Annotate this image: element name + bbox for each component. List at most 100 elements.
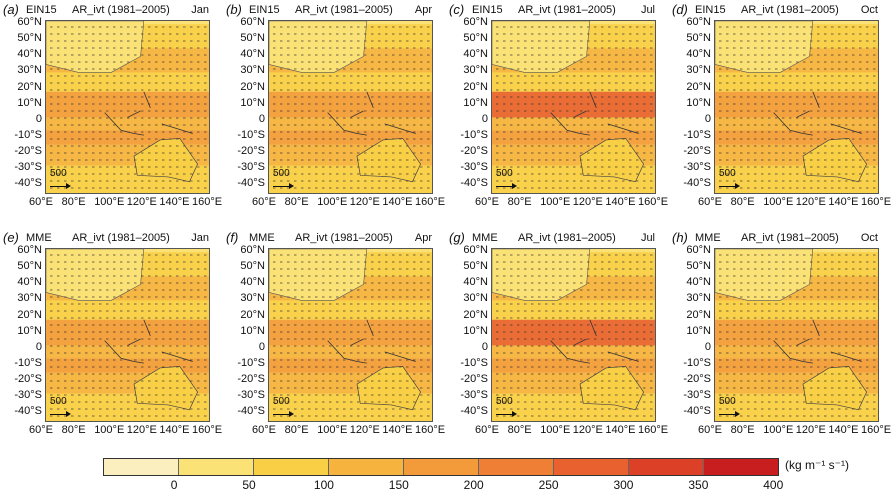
x-tick-label: 120°E [349,196,380,208]
ivt-band [492,345,655,359]
y-tick-label: 0 [704,112,711,125]
australia-outline [356,137,421,183]
y-tick-label: -30°S [14,160,42,173]
y-tick-label: -20°S [237,144,265,157]
panel-month: Apr [414,232,432,244]
panel-label: (h) [672,230,688,245]
y-tick-label: 0 [35,112,42,125]
y-tick-label: 20°N [686,308,711,321]
x-tick-label: 100°E [317,196,348,208]
ivt-band [715,130,878,145]
y-tick-label: -40°S [237,404,265,417]
x-tick-label: 60°E [252,424,276,436]
x-tick-label: 140°E [828,424,859,436]
panel-source: EIN15 [249,4,280,16]
panel-title: AR_ivt (1981–2005) [72,232,170,244]
reference-vector-arrow [273,183,294,189]
panel-label: (b) [226,2,242,17]
y-tick-label: 60°N [17,16,42,29]
y-tick-label: 10°N [17,96,42,109]
y-tick-label: 0 [481,112,488,125]
y-tick-label: 30°N [686,64,711,77]
ivt-band [715,358,878,373]
x-tick-label: 140°E [382,196,413,208]
asia-landmass [269,249,368,301]
y-tick-label: -10°S [460,128,488,141]
colorbar-tick-label: 0 [170,478,178,492]
y-tick-label: -10°S [14,356,42,369]
ivt-map: 500 [714,248,879,422]
y-tick-label: 30°N [17,64,42,77]
y-tick-label: 60°N [240,244,265,257]
panel-title: AR_ivt (1981–2005) [518,232,616,244]
y-tick-label: 50°N [17,260,42,273]
reference-vector-arrow [50,183,71,189]
panel-title: AR_ivt (1981–2005) [72,4,170,16]
y-tick-label: -20°S [683,372,711,385]
asia-landmass [492,21,591,73]
x-tick-label: 140°E [605,424,636,436]
ivt-band [269,91,432,118]
australia-outline [579,365,644,411]
colorbar-segment [479,459,554,475]
y-tick-label: -40°S [683,176,711,189]
y-tick-label: 30°N [17,292,42,305]
ivt-band [46,117,209,131]
x-tick-label: 120°E [572,424,603,436]
panel-label: (e) [3,230,19,245]
x-tick-label: 80°E [61,424,86,436]
y-tick-label: -30°S [683,160,711,173]
ivt-map: 500 [491,20,656,194]
colorbar-segment [629,459,704,475]
panel-label: (f) [226,230,239,245]
x-tick-label: 100°E [763,424,794,436]
x-tick-label: 80°E [507,196,532,208]
map-panel: (c) EIN15 AR_ivt (1981–2005) Jul 60°N 50°N 40°… [446,0,669,226]
ivt-band [269,72,432,92]
colorbar-tick-label: 350 [688,478,709,492]
ivt-band [492,91,655,118]
x-tick-label: 120°E [795,424,826,436]
australia-outline [802,137,867,183]
y-tick-label: 60°N [686,244,711,257]
x-tick-label: 120°E [126,424,157,436]
reference-vector-arrow [496,183,517,189]
asia-landmass [492,249,591,301]
panel-month: Oct [860,4,878,16]
asia-landmass [269,21,368,73]
y-tick-label: 30°N [240,64,265,77]
map-panel: (d) EIN15 AR_ivt (1981–2005) Oct 60°N 50°N 40°… [669,0,892,226]
ivt-band [492,319,655,346]
x-tick-label: 80°E [61,196,86,208]
y-tick-label: -30°S [683,388,711,401]
y-tick-label: 10°N [17,324,42,337]
x-tick-label: 160°E [415,196,446,208]
asia-landmass [715,249,814,301]
panel-source: MME [695,232,721,244]
y-tick-label: 50°N [686,260,711,273]
ivt-map: 500 [45,20,210,194]
y-tick-label: 10°N [240,96,265,109]
panel-source: EIN15 [695,4,726,16]
colorbar-unit: (kg m⁻¹ s⁻¹) [785,458,849,472]
y-tick-label: -30°S [237,160,265,173]
reference-vector-label: 500 [50,396,67,407]
x-tick-label: 140°E [159,424,190,436]
y-tick-label: 10°N [240,324,265,337]
ivt-map: 500 [268,20,433,194]
y-tick-label: -30°S [460,388,488,401]
ivt-band [46,319,209,346]
x-tick-label: 60°E [29,424,53,436]
y-tick-label: 10°N [686,324,711,337]
y-tick-label: 10°N [463,324,488,337]
asia-landmass [46,21,145,73]
reference-vector-label: 500 [496,168,513,179]
x-tick-label: 120°E [126,196,157,208]
panel-month: Jul [640,4,655,16]
colorbar-segment [179,459,254,475]
x-tick-label: 80°E [730,196,755,208]
ivt-band [715,300,878,320]
y-tick-label: 0 [481,340,488,353]
y-tick-label: -20°S [460,372,488,385]
x-tick-label: 160°E [861,196,892,208]
